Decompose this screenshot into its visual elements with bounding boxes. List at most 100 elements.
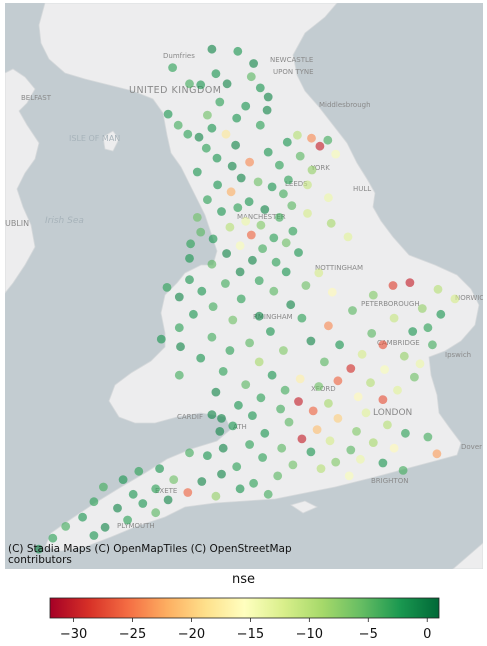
station-marker[interactable] [306, 447, 316, 457]
station-marker[interactable] [275, 160, 284, 170]
station-marker[interactable] [100, 522, 110, 532]
station-marker[interactable] [348, 306, 357, 315]
station-marker[interactable] [254, 357, 264, 367]
station-marker[interactable] [258, 453, 267, 462]
station-marker[interactable] [450, 294, 460, 304]
station-marker[interactable] [324, 321, 333, 331]
station-marker[interactable] [123, 515, 132, 525]
station-marker[interactable] [201, 143, 211, 153]
station-marker[interactable] [189, 309, 198, 319]
station-marker[interactable] [275, 213, 284, 222]
station-marker[interactable] [151, 484, 161, 494]
station-marker[interactable] [378, 340, 388, 350]
station-marker[interactable] [185, 275, 194, 285]
station-marker[interactable] [326, 218, 336, 228]
station-marker[interactable] [280, 385, 290, 395]
station-marker[interactable] [233, 46, 243, 56]
station-marker[interactable] [203, 195, 212, 205]
station-marker[interactable] [405, 278, 415, 287]
station-marker[interactable] [308, 406, 318, 416]
station-marker[interactable] [258, 244, 267, 254]
station-marker[interactable] [436, 309, 446, 319]
station-marker[interactable] [284, 417, 294, 427]
station-marker[interactable] [253, 177, 263, 187]
station-marker[interactable] [279, 346, 288, 355]
station-marker[interactable] [331, 149, 341, 159]
station-marker[interactable] [169, 475, 179, 484]
station-marker[interactable] [128, 489, 138, 499]
station-marker[interactable] [356, 454, 365, 464]
station-marker[interactable] [433, 284, 443, 294]
station-marker[interactable] [254, 311, 264, 321]
map-panel[interactable]: Dumfries NEWCASTLE UPON TYNE UNITED KING… [5, 3, 483, 569]
station-marker[interactable] [333, 414, 343, 423]
station-marker[interactable] [174, 292, 184, 302]
station-marker[interactable] [388, 281, 398, 290]
station-marker[interactable] [286, 300, 296, 310]
station-marker[interactable] [378, 395, 388, 404]
station-marker[interactable] [211, 387, 221, 397]
station-marker[interactable] [428, 340, 437, 350]
station-marker[interactable] [333, 376, 343, 386]
station-marker[interactable] [312, 425, 322, 434]
station-marker[interactable] [207, 259, 217, 269]
station-marker[interactable] [174, 323, 184, 333]
station-marker[interactable] [225, 222, 235, 232]
station-marker[interactable] [352, 427, 361, 436]
station-marker[interactable] [185, 254, 194, 263]
station-marker[interactable] [410, 372, 419, 382]
station-marker[interactable] [255, 120, 265, 130]
station-marker[interactable] [256, 393, 266, 403]
station-marker[interactable] [241, 216, 251, 226]
station-marker[interactable] [301, 281, 311, 290]
station-marker[interactable] [353, 392, 363, 402]
station-marker[interactable] [320, 357, 329, 367]
station-marker[interactable] [393, 385, 402, 395]
station-marker[interactable] [218, 367, 228, 376]
station-marker[interactable] [293, 130, 302, 140]
station-marker[interactable] [246, 72, 256, 82]
station-marker[interactable] [383, 420, 392, 430]
station-marker[interactable] [294, 397, 303, 406]
station-marker[interactable] [203, 110, 212, 120]
station-marker[interactable] [324, 399, 333, 408]
station-marker[interactable] [401, 428, 410, 438]
station-marker[interactable] [245, 338, 255, 348]
station-marker[interactable] [343, 232, 353, 242]
station-marker[interactable] [263, 489, 273, 499]
station-marker[interactable] [248, 255, 257, 265]
station-marker[interactable] [316, 464, 326, 473]
station-marker[interactable] [218, 443, 228, 453]
station-marker[interactable] [211, 69, 221, 79]
station-marker[interactable] [294, 248, 303, 257]
station-marker[interactable] [138, 499, 148, 508]
station-marker[interactable] [236, 173, 246, 183]
station-marker[interactable] [432, 449, 442, 459]
station-marker[interactable] [254, 276, 264, 285]
station-marker[interactable] [215, 97, 225, 107]
station-marker[interactable] [185, 448, 194, 458]
station-marker[interactable] [241, 380, 251, 389]
station-marker[interactable] [207, 44, 217, 54]
station-marker[interactable] [118, 475, 128, 484]
station-marker[interactable] [226, 187, 236, 197]
station-marker[interactable] [315, 141, 325, 151]
station-marker[interactable] [99, 482, 108, 492]
station-marker[interactable] [276, 404, 285, 414]
station-marker[interactable] [192, 167, 202, 177]
station-marker[interactable] [269, 286, 279, 296]
station-marker[interactable] [225, 346, 235, 355]
station-marker[interactable] [269, 233, 279, 243]
station-marker[interactable] [267, 370, 277, 380]
station-marker[interactable] [222, 79, 232, 89]
station-marker[interactable] [183, 129, 193, 139]
station-marker[interactable] [417, 304, 427, 313]
station-marker[interactable] [323, 135, 333, 145]
station-marker[interactable] [196, 353, 206, 363]
station-marker[interactable] [306, 336, 316, 346]
station-marker[interactable] [235, 484, 245, 494]
station-marker[interactable] [368, 290, 378, 300]
station-marker[interactable] [212, 153, 222, 163]
station-marker[interactable] [236, 294, 246, 304]
station-marker[interactable] [89, 497, 99, 507]
